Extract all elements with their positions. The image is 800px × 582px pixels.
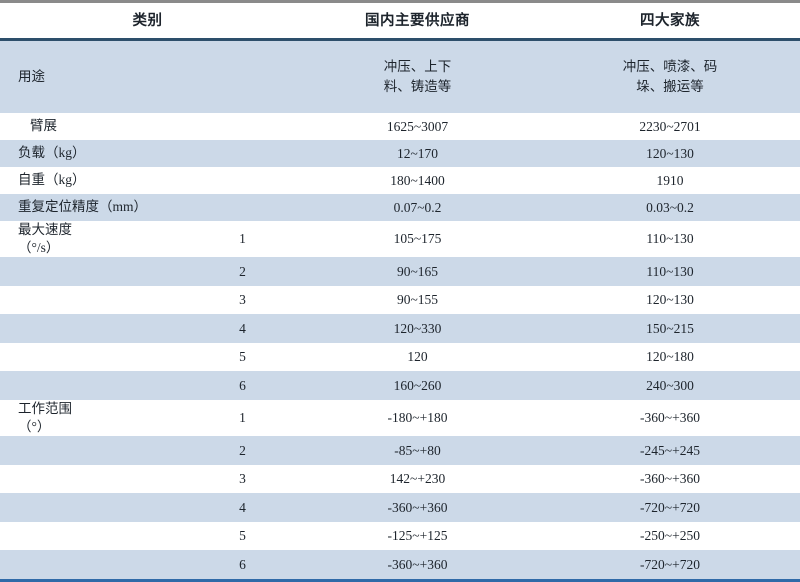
cell-big-four-value: 0.03~0.2 [540,194,800,221]
cell-domestic-supplier-value: 120~330 [295,314,540,343]
cell-big-four-value: 120~130 [540,285,800,315]
table-row: 6 -360~+360 -720~+720 [0,550,800,579]
table-row: 臂展 1625~3007 2230~2701 [0,113,800,140]
table-body: 用途 冲压、上下 料、铸造等 冲压、喷漆、码 垛、搬运等 臂展 1625~3007 223… [0,39,800,579]
row-label: 自重（kg） [0,167,190,194]
column-header-big-four: 四大家族 [540,3,800,41]
table-row: 3 142~+230 -360~+360 [0,464,800,494]
cell-domestic-supplier-value: -180~+180 [295,399,540,437]
row-label [0,521,190,551]
cell-domestic-supplier-value: -125~+125 [295,521,540,551]
cell-big-four-value: -250~+250 [540,521,800,551]
cell-big-four-value: 120~130 [540,140,800,167]
row-label [0,257,190,286]
table-row: 工作范围 （°） 1 -180~+180 -360~+360 [0,399,800,437]
cell-domestic-supplier-value: 120 [295,342,540,372]
row-label [0,285,190,315]
table-row: 负载（kg） 12~170 120~130 [0,140,800,167]
cell-domestic-supplier-value: 180~1400 [295,167,540,194]
row-label [0,371,190,400]
cell-domestic-supplier-value: 160~260 [295,371,540,400]
table-top-rule [0,0,800,3]
row-axis-number: 5 [190,342,295,372]
cell-big-four-value: -360~+360 [540,399,800,437]
cell-domestic-supplier-value: 90~165 [295,257,540,286]
column-header-domestic-suppliers: 国内主要供应商 [295,3,540,41]
row-axis-number: 5 [190,521,295,551]
table-head: 类别 国内主要供应商 四大家族 [0,0,800,41]
row-label: 负载（kg） [0,140,190,167]
cell-big-four-value: -360~+360 [540,464,800,494]
row-label: 重复定位精度（mm） [0,194,190,221]
cell-domestic-supplier-value: 1625~3007 [295,113,540,140]
table-header-row: 类别 国内主要供应商 四大家族 [0,3,800,41]
cell-domestic-supplier-value: -360~+360 [295,550,540,579]
cell-big-four-value: -720~+720 [540,493,800,522]
row-label: 臂展 [0,113,190,140]
row-label [0,314,190,343]
table-row: 用途 冲压、上下 料、铸造等 冲压、喷漆、码 垛、搬运等 [0,39,800,113]
row-label [0,550,190,579]
row-axis-number: 2 [190,257,295,286]
cell-domestic-supplier-value: -85~+80 [295,436,540,465]
table-row: 最大速度 （°/s） 1 105~175 110~130 [0,221,800,258]
row-label [0,464,190,494]
cell-domestic-supplier-value: 12~170 [295,140,540,167]
row-axis-number [190,39,295,113]
cell-big-four-value: 2230~2701 [540,113,800,140]
row-label [0,493,190,522]
row-label: 工作范围 （°） [0,399,190,437]
row-axis-number: 2 [190,436,295,465]
row-axis-number: 3 [190,464,295,494]
table-row: 2 -85~+80 -245~+245 [0,436,800,465]
cell-big-four-value: 150~215 [540,314,800,343]
column-header-category: 类别 [0,3,295,41]
row-axis-number: 1 [190,399,295,437]
cell-big-four-value: 110~130 [540,221,800,258]
table-bottom-rule [0,578,800,582]
row-axis-number [190,167,295,194]
table-row: 4 120~330 150~215 [0,314,800,343]
cell-domestic-supplier-value: 冲压、上下 料、铸造等 [295,39,540,113]
row-axis-number: 4 [190,493,295,522]
cell-domestic-supplier-value: -360~+360 [295,493,540,522]
cell-domestic-supplier-value: 0.07~0.2 [295,194,540,221]
cell-domestic-supplier-value: 105~175 [295,221,540,258]
cell-big-four-value: 1910 [540,167,800,194]
cell-big-four-value: -720~+720 [540,550,800,579]
cell-domestic-supplier-value: 142~+230 [295,464,540,494]
cell-big-four-value: 120~180 [540,342,800,372]
row-axis-number: 6 [190,550,295,579]
table-row: 3 90~155 120~130 [0,285,800,315]
cell-big-four-value: 240~300 [540,371,800,400]
row-axis-number: 1 [190,221,295,258]
cell-big-four-value: -245~+245 [540,436,800,465]
row-axis-number: 6 [190,371,295,400]
row-label [0,436,190,465]
row-axis-number [190,113,295,140]
table-row: 自重（kg） 180~1400 1910 [0,167,800,194]
row-axis-number: 4 [190,314,295,343]
table-row: 5 -125~+125 -250~+250 [0,521,800,551]
row-axis-number [190,140,295,167]
row-label: 最大速度 （°/s） [0,221,190,258]
table-row: 5 120 120~180 [0,342,800,372]
row-axis-number [190,194,295,221]
row-label: 用途 [0,39,190,113]
cell-big-four-value: 110~130 [540,257,800,286]
row-axis-number: 3 [190,285,295,315]
cell-big-four-value: 冲压、喷漆、码 垛、搬运等 [540,39,800,113]
table-row: 2 90~165 110~130 [0,257,800,286]
table-row: 重复定位精度（mm） 0.07~0.2 0.03~0.2 [0,194,800,221]
table-foot [0,578,800,582]
cell-domestic-supplier-value: 90~155 [295,285,540,315]
row-label [0,342,190,372]
table-row: 4 -360~+360 -720~+720 [0,493,800,522]
table-row: 6 160~260 240~300 [0,371,800,400]
